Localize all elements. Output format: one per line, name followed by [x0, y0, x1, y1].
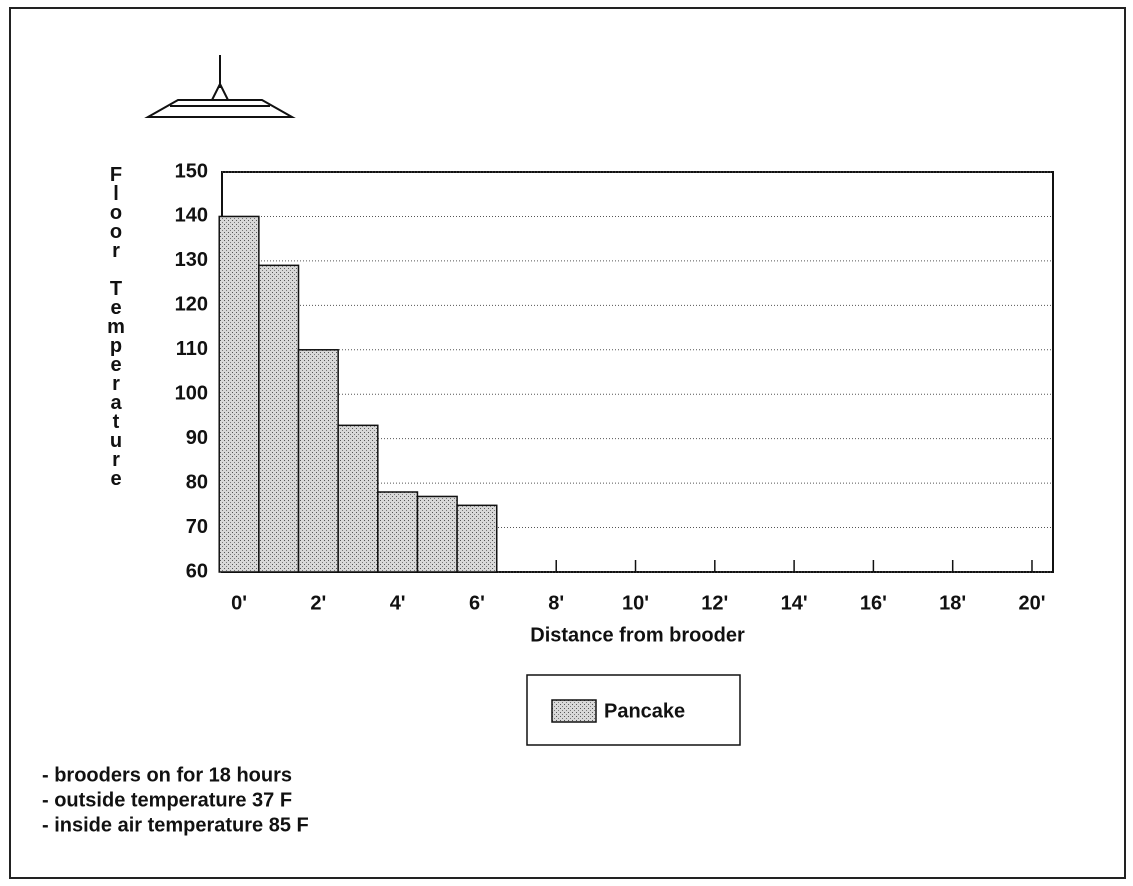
x-axis-label: Distance from brooder — [530, 624, 745, 646]
note: - outside temperature 37 F — [42, 789, 292, 811]
x-tick-label: 10' — [622, 592, 649, 614]
legend-label: Pancake — [604, 700, 685, 722]
y-tick-label: 140 — [175, 205, 208, 227]
x-tick-label: 8' — [548, 592, 564, 614]
bar — [378, 492, 418, 572]
x-tick-label: 12' — [701, 592, 728, 614]
bar — [299, 350, 339, 572]
bar — [457, 505, 497, 572]
legend-swatch — [552, 700, 596, 722]
y-tick-label: 90 — [186, 427, 208, 449]
x-tick-label: 18' — [939, 592, 966, 614]
chart: 60 70 80 90 100 110 120 130 140 150 0' 2' 4' 6' 8' 10' 1… — [0, 0, 1133, 886]
y-tick-label: 110 — [176, 338, 208, 360]
x-tick-label: 14' — [781, 592, 808, 614]
y-tick-label: 150 — [175, 160, 208, 182]
note: - inside air temperature 85 F — [42, 814, 309, 836]
frame — [10, 8, 1125, 878]
bar — [259, 265, 299, 572]
y-tick-label: 70 — [186, 516, 208, 538]
y-axis-label: Floor Temperature — [106, 164, 126, 487]
x-tick-label: 2' — [310, 592, 326, 614]
x-tick-label: 6' — [469, 592, 485, 614]
note: - brooders on for 18 hours — [42, 764, 292, 786]
y-tick-label: 130 — [175, 249, 208, 271]
bar — [219, 216, 259, 572]
bar — [338, 425, 378, 572]
page: 60 70 80 90 100 110 120 130 140 150 0' 2' 4' 6' 8' 10' 1… — [0, 0, 1133, 886]
y-tick-label: 60 — [186, 560, 208, 582]
lamp-icon — [148, 55, 292, 117]
y-tick-label: 120 — [175, 294, 208, 316]
y-tick-label: 100 — [175, 383, 208, 405]
x-tick-label: 4' — [390, 592, 406, 614]
x-tick-label: 20' — [1018, 592, 1045, 614]
y-tick-label: 80 — [186, 471, 208, 493]
bar — [417, 496, 457, 572]
x-tick-label: 16' — [860, 592, 887, 614]
x-tick-label: 0' — [231, 592, 247, 614]
